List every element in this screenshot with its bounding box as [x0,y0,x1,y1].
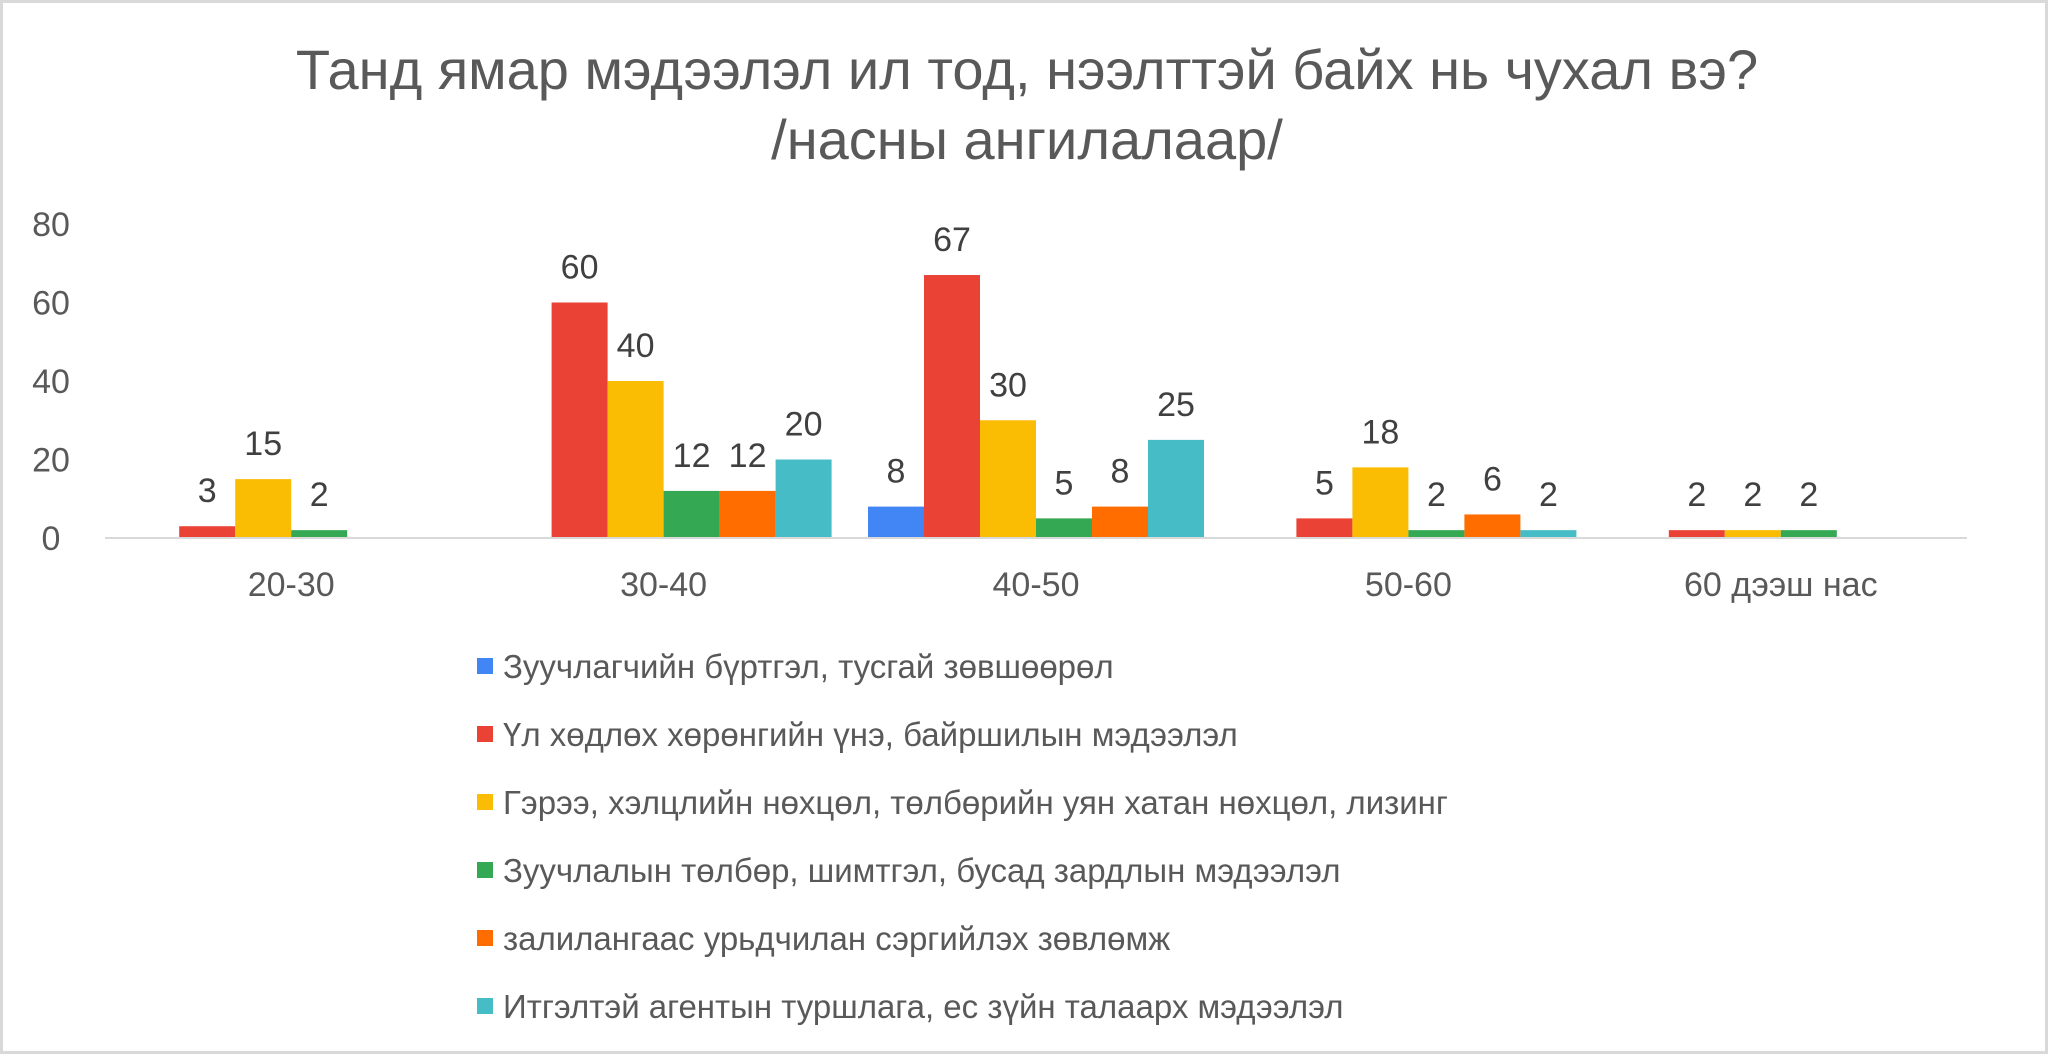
legend: Зуучлагчийн бүртгэл, тусгай зөвшөөрөл Үл … [477,648,1448,1025]
bar [980,420,1036,538]
y-tick-label: 80 [32,206,70,244]
legend-label: Зуучлагчийн бүртгэл, тусгай зөвшөөрөл [503,648,1114,685]
bar [607,381,664,538]
category-labels: 20-30 30-40 40-50 50-60 60 дээш нас [248,566,1878,604]
legend-label: Гэрээ, хэлцлийн нөхцөл, төлбөрийн уян ха… [503,784,1448,821]
legend-label: Зуучлалын төлбөр, шимтгэл, бусад зардлын… [503,852,1341,889]
data-label: 5 [1315,464,1334,502]
data-label: 2 [1687,476,1706,514]
bar [1296,518,1353,538]
bar [1668,530,1725,538]
data-label: 12 [673,437,711,475]
bar [1464,514,1521,538]
y-tick-label: 60 [32,285,70,323]
legend-swatch [477,794,493,810]
legend-swatch [477,930,493,946]
bar [179,526,236,538]
data-label: 30 [989,366,1027,404]
data-label: 2 [1427,476,1446,514]
data-label: 5 [1055,464,1074,502]
data-label: 2 [1799,476,1818,514]
bars [179,275,1837,538]
y-tick-label: 40 [32,363,70,401]
data-label: 2 [1743,476,1762,514]
bar [551,302,608,538]
legend-swatch [477,658,493,674]
legend-swatch [477,998,493,1014]
bar [719,490,776,538]
data-label: 15 [244,425,282,463]
bar [868,506,924,538]
category-label: 20-30 [248,566,335,604]
data-label: 12 [729,437,767,475]
bar [1352,467,1409,538]
category-label: 50-60 [1365,566,1452,604]
data-label: 2 [1539,476,1558,514]
data-label: 3 [198,472,217,510]
data-label: 8 [1111,453,1130,491]
data-label: 25 [1157,386,1195,424]
category-label: 60 дээш нас [1684,566,1878,604]
bar [1724,530,1781,538]
data-label: 6 [1483,460,1502,498]
bar [1148,439,1204,538]
bar-chart: Танд ямар мэдээлэл ил тод, нээлттэй байх… [32,38,1967,1025]
bar [1036,518,1092,538]
legend-label: залилангаас урьдчилан сэргийлэх зөвлөмж [503,920,1170,957]
legend-label: Итгэлтэй агентын туршлага, ес зүйн талаа… [503,988,1344,1025]
data-label: 60 [561,249,599,287]
chart-subtitle: /насны ангилалаар/ [771,108,1283,171]
y-axis-ticks: 0 20 40 60 80 [32,206,70,558]
bar [663,490,720,538]
bar [924,275,980,538]
data-label: 20 [785,406,823,444]
bar [1520,530,1577,538]
data-label: 2 [310,476,329,514]
data-label: 18 [1361,413,1399,451]
bar [291,530,348,538]
data-label: 67 [933,221,971,259]
bar [1780,530,1837,538]
bar [1408,530,1465,538]
bar [775,459,832,538]
chart-title: Танд ямар мэдээлэл ил тод, нээлттэй байх… [296,38,1758,101]
category-label: 40-50 [993,566,1080,604]
data-label: 40 [617,327,655,365]
category-label: 30-40 [620,566,707,604]
legend-swatch [477,862,493,878]
y-tick-label: 20 [32,442,70,480]
legend-label: Үл хөдлөх хөрөнгийн үнэ, байршилын мэдээ… [503,716,1238,753]
y-tick-label: 0 [42,520,61,558]
legend-swatch [477,726,493,742]
bar [1092,506,1148,538]
bar [235,479,292,538]
data-label: 8 [887,453,906,491]
